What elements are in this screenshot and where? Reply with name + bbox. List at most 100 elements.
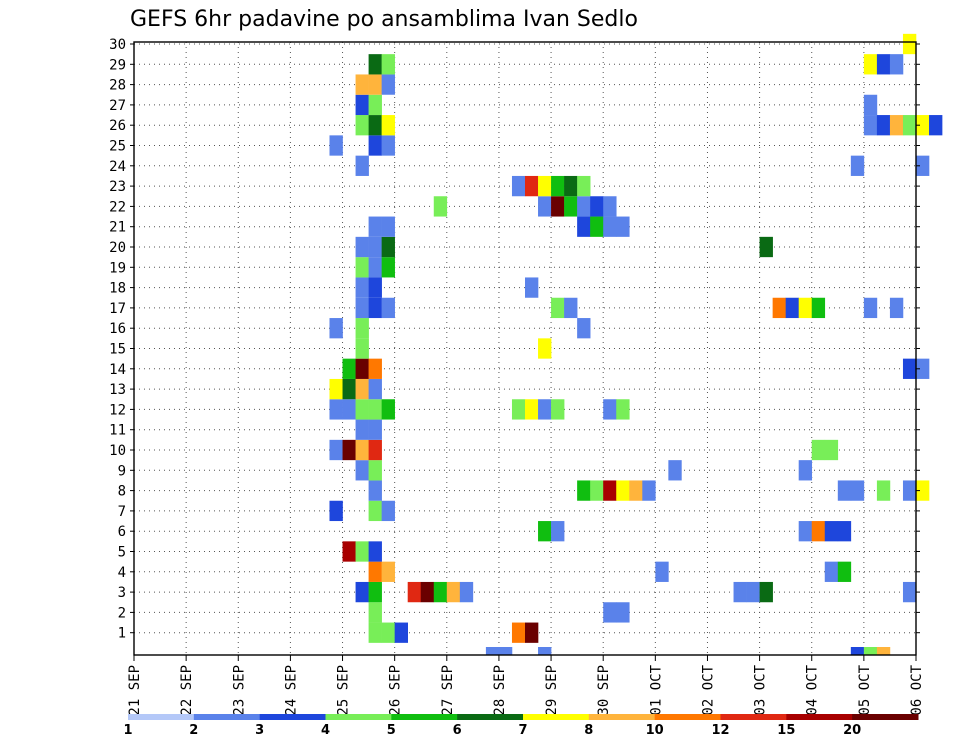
heatmap-cell [381,257,395,278]
heatmap-cell [381,135,395,156]
colorbar-label: 15 [777,723,795,738]
heatmap-cell [329,378,343,400]
heatmap-cell [590,216,604,237]
heatmap-cell [381,115,395,136]
heatmap-cell [577,216,591,237]
heatmap-cell [381,236,395,258]
y-tick-label: 22 [109,199,126,215]
heatmap-cell [355,419,369,440]
heatmap-cell [564,297,578,319]
x-tick-label: 06 OCT [909,664,925,715]
heatmap-cell [329,318,343,339]
heatmap-cell [837,480,852,501]
heatmap-cell [381,622,395,643]
x-tick-label: 24 SEP [283,665,299,716]
heatmap-cell [824,521,839,542]
heatmap-cell [355,399,369,420]
heatmap-cell [603,196,617,217]
heatmap-cell [368,74,382,95]
heatmap-cell [368,216,382,237]
heatmap-cell [355,460,369,481]
colorbar-label: 6 [453,723,462,738]
heatmap-cell [863,647,878,655]
heatmap-cell [368,115,382,136]
heatmap-cell [551,297,565,319]
heatmap-cell [772,297,786,319]
heatmap-cell [342,378,356,400]
heatmap-cell [355,155,369,176]
heatmap-cell [368,297,382,319]
heatmap-cell [511,175,526,197]
heatmap-cell [446,581,461,603]
heatmap-cell [902,33,917,55]
heatmap-cell [850,480,865,501]
heatmap-cell [368,500,382,522]
y-axis-ticks: 1234567891011121314151617181920212223242… [109,37,920,642]
colorbar-swatch [852,714,919,720]
heatmap-cell [616,399,630,420]
heatmap-cell [863,94,878,116]
heatmap-cell [746,581,760,603]
heatmap-cell [381,500,395,522]
heatmap-cell [355,257,369,278]
heatmap-cell [368,622,382,643]
x-tick-label: 03 OCT [753,664,769,715]
heatmap-cell [368,257,382,278]
heatmap-cell [368,94,382,116]
heatmap-cell [916,115,930,136]
x-tick-label: 02 OCT [700,664,716,715]
heatmap-cell [329,439,343,461]
heatmap-cell [929,115,943,136]
y-tick-label: 14 [109,362,126,378]
heatmap-cell [368,439,382,461]
colorbar-swatch [720,714,787,720]
heatmap-cell [525,277,539,298]
heatmap-cell [863,115,878,136]
x-tick-label: 05 OCT [857,664,873,715]
heatmap-cell [329,500,343,522]
x-tick-label: 29 SEP [544,665,560,716]
colorbar-swatch [325,714,392,720]
x-tick-label: 30 SEP [596,665,612,716]
heatmap-cell [355,94,369,116]
heatmap-cell [655,561,669,582]
heatmap-cell [603,216,617,237]
heatmap-cell [355,358,369,379]
heatmap-cell [355,378,369,400]
heatmap-cell [420,581,435,603]
heatmap-cell [368,561,382,582]
heatmap-cell [837,521,852,542]
heatmap-cell [525,622,539,643]
heatmap-cell [368,277,382,298]
heatmap-cell [355,318,369,339]
heatmap-cell [525,399,539,420]
heatmap-cell [668,460,682,481]
heatmap-cell [342,439,356,461]
colorbar-label: 7 [518,723,527,738]
heatmap-cell [538,521,552,542]
heatmap-cell [876,480,891,501]
heatmap-cell [538,175,552,197]
heatmap-cell [538,647,552,655]
heatmap-cell [407,581,422,603]
x-tick-label: 23 SEP [231,665,247,716]
colorbar-label: 8 [584,723,593,738]
colorbar-label: 12 [711,723,729,738]
heatmap-cell [577,196,591,217]
y-tick-label: 27 [109,98,126,114]
y-tick-label: 26 [109,118,126,134]
y-tick-label: 29 [109,57,126,73]
heatmap-cell [811,521,826,542]
heatmap-cell [355,74,369,95]
y-tick-label: 2 [118,605,126,621]
heatmap-cell [368,602,382,623]
y-tick-label: 18 [109,281,126,297]
colorbar-swatch [457,714,524,720]
heatmap-cell [368,399,382,420]
heatmap-cell [355,115,369,136]
colorbar-label: 4 [321,723,330,738]
heatmap-cell [577,480,591,501]
y-tick-label: 30 [109,37,126,53]
y-tick-label: 4 [118,565,126,581]
heatmap-cell [616,216,630,237]
